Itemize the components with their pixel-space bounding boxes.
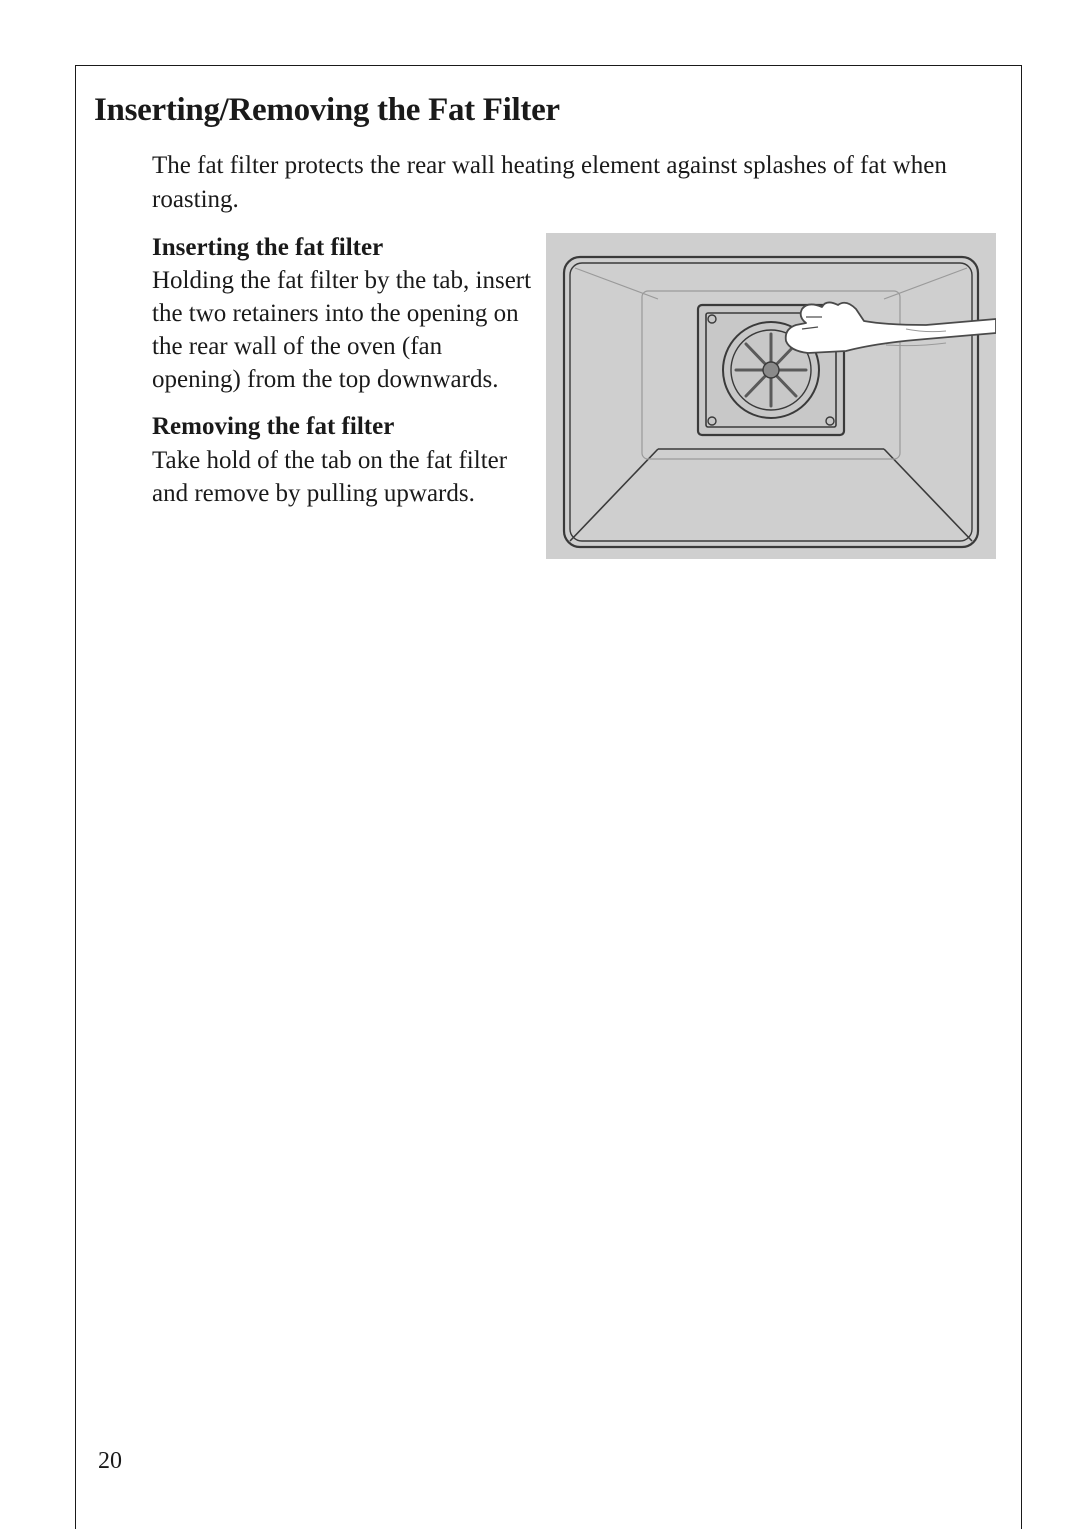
page-frame: Inserting/Removing the Fat Filter The fa…	[75, 65, 1022, 1529]
page-title: Inserting/Removing the Fat Filter	[94, 92, 1003, 129]
two-column-layout: Inserting the fat filter Holding the fat…	[152, 231, 1003, 559]
oven-interior-icon	[546, 233, 996, 559]
intro-paragraph: The fat filter protects the rear wall he…	[152, 149, 993, 217]
section2-heading: Removing the fat filter	[152, 410, 532, 444]
illustration-column	[546, 231, 1003, 559]
section1-body: Holding the fat filter by the tab, inser…	[152, 264, 532, 396]
section1-heading: Inserting the fat filter	[152, 231, 532, 265]
text-column: Inserting the fat filter Holding the fat…	[152, 231, 532, 559]
fat-filter-illustration	[546, 233, 996, 559]
page-number: 20	[98, 1448, 122, 1475]
page-content: Inserting/Removing the Fat Filter The fa…	[76, 92, 1021, 559]
section2-body: Take hold of the tab on the fat filter a…	[152, 444, 532, 510]
